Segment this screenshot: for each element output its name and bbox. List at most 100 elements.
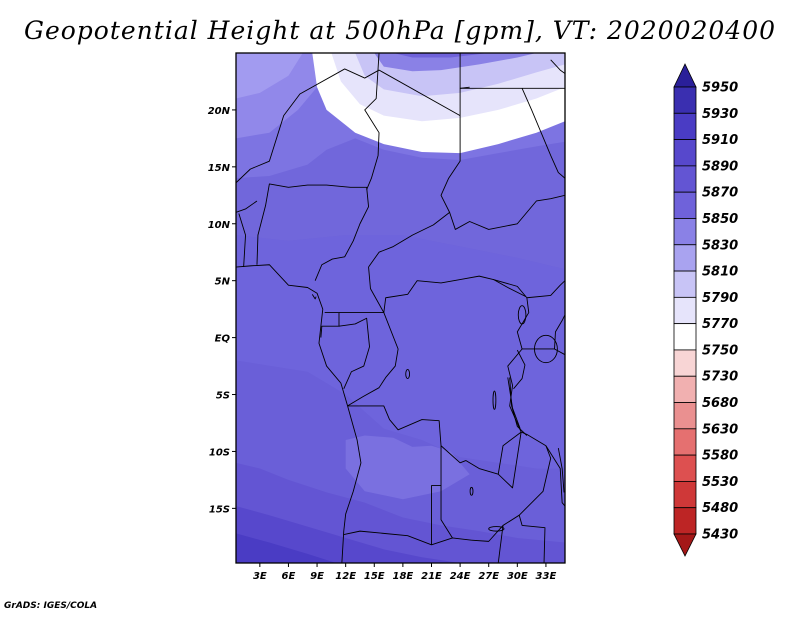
lat-tick-label: 5N [215, 277, 231, 288]
lon-tick-label: 33E [536, 571, 557, 582]
border-line [256, 183, 370, 281]
border-line [449, 194, 565, 230]
colorbar-label: 5580 [702, 449, 738, 464]
border-line [545, 445, 565, 507]
field-contour-band [374, 53, 537, 72]
border-line [526, 280, 565, 299]
colorbar: 5950 5930 5910 5890 5870 5850 5830 5810 5790 5770… [673, 63, 738, 557]
lat-tick-label: EQ [215, 334, 231, 345]
lat-tick-label: 5S [216, 391, 230, 402]
lat-tick-label: 10S [209, 447, 230, 458]
field-band-northwest-2 [236, 53, 303, 99]
map-field [236, 53, 565, 563]
colorbar-bottom-arrow [673, 533, 697, 557]
border-line [311, 294, 317, 300]
border-line [236, 264, 362, 563]
lat-tick-label: 15S [209, 504, 230, 515]
lon-tick-label: 24E [450, 571, 471, 582]
border-line [236, 68, 380, 184]
grads-credit: GrADS: IGES/COLA [4, 601, 98, 611]
border-line [518, 515, 546, 563]
map-frame [235, 52, 566, 564]
border-line [236, 200, 258, 213]
colorbar-label: 5790 [702, 291, 738, 306]
lake-tanganyika-west [492, 390, 497, 410]
colorbar-swatch [673, 86, 697, 114]
border-line [347, 312, 399, 407]
border-line [513, 349, 526, 390]
colorbar-top-arrow [673, 63, 697, 88]
colorbar-label: 5430 [702, 528, 738, 543]
border-line [343, 530, 472, 546]
border-line [557, 447, 565, 493]
chart-title: Geopotential Height at 500hPa [gpm], VT:… [23, 16, 777, 45]
colorbar-swatch [673, 507, 697, 535]
colorbar-swatch [673, 402, 697, 430]
lat-tick-label: 20N [208, 106, 231, 117]
colorbar-swatch [673, 349, 697, 377]
lon-tick-label: 30E [507, 571, 528, 582]
colorbar-swatch [673, 428, 697, 456]
lon-tick-label: 12E [335, 571, 356, 582]
colorbar-label: 5630 [702, 422, 738, 437]
colorbar-swatch [673, 165, 697, 193]
border-line [507, 377, 521, 429]
border-line [497, 525, 504, 563]
field-contour-band [236, 506, 461, 563]
lon-tick-label: 6E [282, 571, 296, 582]
field-band-angola [345, 435, 470, 500]
colorbar-label: 5950 [702, 81, 738, 96]
border-line [550, 59, 565, 74]
colorbar-label: 5810 [702, 265, 738, 280]
lon-tick-label: 27E [478, 571, 499, 582]
longitude-axis: 3E 6E 9E 12E 15E 18E 21E 24E 27E 30E 33E [253, 563, 557, 582]
lat-tick-label: 10N [208, 220, 231, 231]
lon-tick-label: 21E [421, 571, 442, 582]
colorbar-label: 5830 [702, 238, 738, 253]
lake-bangweulu [469, 486, 474, 496]
lon-tick-label: 15E [364, 571, 385, 582]
colorbar-swatch [673, 191, 697, 219]
lake-maindombe [405, 369, 411, 380]
lake-kariba [488, 526, 505, 532]
colorbar-label: 5680 [702, 396, 738, 411]
colorbar-swatch [673, 270, 697, 298]
field-band-mid [236, 235, 565, 469]
lake-victoria [534, 334, 558, 364]
colorbar-swatch [673, 375, 697, 403]
latitude-axis: 20N 15N 10N 5N EQ 5S 10S 15S [208, 106, 236, 515]
colorbar-label: 5930 [702, 107, 738, 122]
colorbar-swatch [673, 481, 697, 509]
field-contour-band [236, 533, 337, 563]
colorbar-swatch [673, 454, 697, 482]
lake-albert [517, 305, 527, 325]
lat-tick-label: 15N [208, 163, 231, 174]
border-line [338, 317, 370, 390]
colorbar-swatch [673, 296, 697, 325]
border-line [364, 53, 380, 190]
border-line [431, 445, 442, 545]
border-line [238, 213, 246, 268]
colorbar-label: 5730 [702, 370, 738, 385]
lon-tick-label: 18E [393, 571, 414, 582]
border-line [440, 485, 453, 539]
colorbar-label: 5910 [702, 133, 738, 148]
colorbar-label: 5770 [702, 317, 738, 332]
lon-tick-label: 9E [310, 571, 324, 582]
colorbar-swatch [673, 139, 697, 167]
colorbar-label: 5890 [702, 159, 738, 174]
colorbar-swatch [673, 323, 697, 351]
colorbar-swatch [673, 218, 697, 246]
colorbar-swatch [673, 244, 697, 272]
lon-tick-label: 3E [253, 571, 267, 582]
colorbar-label: 5530 [702, 475, 738, 490]
colorbar-swatch [673, 112, 697, 140]
border-line [493, 279, 527, 298]
colorbar-label: 5850 [702, 212, 738, 227]
colorbar-label: 5480 [702, 501, 738, 516]
border-line [509, 377, 528, 436]
border-line [347, 297, 530, 489]
colorbar-label: 5870 [702, 186, 738, 201]
field-contour-band [393, 53, 489, 58]
